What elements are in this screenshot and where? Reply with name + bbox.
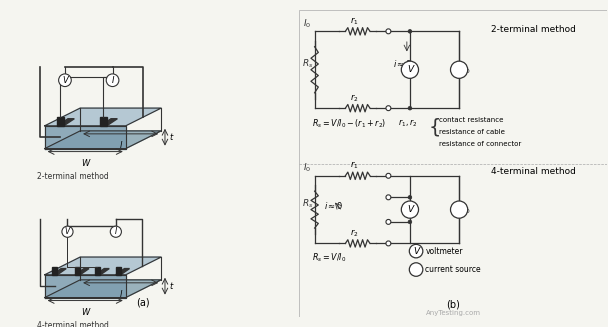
Circle shape [386, 29, 391, 34]
Text: $I_0$: $I_0$ [303, 162, 311, 174]
Text: V: V [413, 247, 419, 256]
Polygon shape [45, 126, 126, 148]
Polygon shape [95, 267, 100, 275]
Text: $r_2$: $r_2$ [350, 227, 359, 239]
Text: $I_0$: $I_0$ [463, 63, 471, 76]
Circle shape [408, 106, 412, 110]
Polygon shape [100, 119, 117, 126]
Circle shape [106, 74, 119, 87]
Text: $r_1$: $r_1$ [350, 15, 359, 27]
Text: $I_0$: $I_0$ [303, 17, 311, 30]
Circle shape [58, 74, 71, 87]
Text: $R_s$: $R_s$ [302, 197, 313, 210]
Polygon shape [57, 117, 64, 126]
Circle shape [408, 220, 412, 224]
Circle shape [386, 195, 391, 200]
Polygon shape [45, 257, 161, 275]
Text: W: W [81, 159, 89, 168]
Polygon shape [100, 117, 107, 126]
Text: $i\approx0$: $i\approx0$ [324, 200, 343, 211]
Circle shape [386, 241, 391, 246]
Text: current source: current source [425, 265, 481, 274]
Text: I: I [115, 227, 117, 236]
Circle shape [62, 226, 73, 237]
Text: $r_1$: $r_1$ [350, 160, 359, 171]
Text: W: W [81, 308, 89, 317]
Circle shape [386, 219, 391, 224]
Text: resistance of connector: resistance of connector [439, 141, 522, 147]
Circle shape [401, 201, 418, 218]
Text: t: t [170, 282, 173, 291]
Text: AnyTesting.com: AnyTesting.com [426, 310, 480, 316]
Text: 2-terminal method: 2-terminal method [491, 25, 576, 34]
Text: $R_s=V/I_0$: $R_s=V/I_0$ [311, 251, 346, 264]
Polygon shape [57, 119, 74, 126]
Circle shape [409, 244, 423, 258]
Text: resistance of cable: resistance of cable [439, 129, 505, 135]
Text: (a): (a) [136, 298, 150, 308]
Text: (b): (b) [446, 300, 460, 309]
Text: V: V [62, 76, 68, 85]
Polygon shape [116, 268, 130, 275]
Polygon shape [45, 108, 161, 126]
Text: l: l [119, 141, 122, 150]
Text: l: l [119, 290, 122, 299]
Polygon shape [45, 275, 126, 298]
Text: contact resistance: contact resistance [439, 117, 503, 123]
Text: V: V [407, 205, 413, 214]
Text: $R_s=V/I_0-(r_1+r_2)$: $R_s=V/I_0-(r_1+r_2)$ [311, 117, 386, 130]
Circle shape [409, 263, 423, 276]
Text: $I_0$: $I_0$ [463, 203, 471, 216]
Text: I: I [111, 76, 114, 85]
Polygon shape [75, 267, 80, 275]
Text: $R_s$: $R_s$ [302, 57, 313, 70]
Text: $r_1,r_2$: $r_1,r_2$ [398, 117, 417, 129]
Circle shape [451, 201, 468, 218]
Circle shape [110, 226, 122, 237]
Polygon shape [52, 267, 57, 275]
Text: V: V [65, 227, 70, 236]
Circle shape [451, 61, 468, 78]
Text: $r_2$: $r_2$ [350, 92, 359, 104]
Text: {: { [429, 117, 441, 136]
Polygon shape [75, 268, 89, 275]
Text: t: t [170, 133, 173, 142]
Polygon shape [45, 280, 161, 298]
Text: voltmeter: voltmeter [425, 247, 463, 256]
Text: 2-terminal method: 2-terminal method [37, 172, 109, 181]
Polygon shape [52, 268, 66, 275]
Circle shape [408, 29, 412, 33]
Polygon shape [45, 131, 161, 148]
Text: 4-terminal method: 4-terminal method [37, 321, 109, 327]
Polygon shape [95, 268, 109, 275]
Text: 4-terminal method: 4-terminal method [491, 166, 576, 176]
Polygon shape [116, 267, 120, 275]
Circle shape [386, 173, 391, 178]
Circle shape [386, 106, 391, 111]
Text: $i\approx0$: $i\approx0$ [393, 58, 412, 69]
Circle shape [408, 196, 412, 199]
Text: V: V [407, 65, 413, 74]
Circle shape [401, 61, 418, 78]
